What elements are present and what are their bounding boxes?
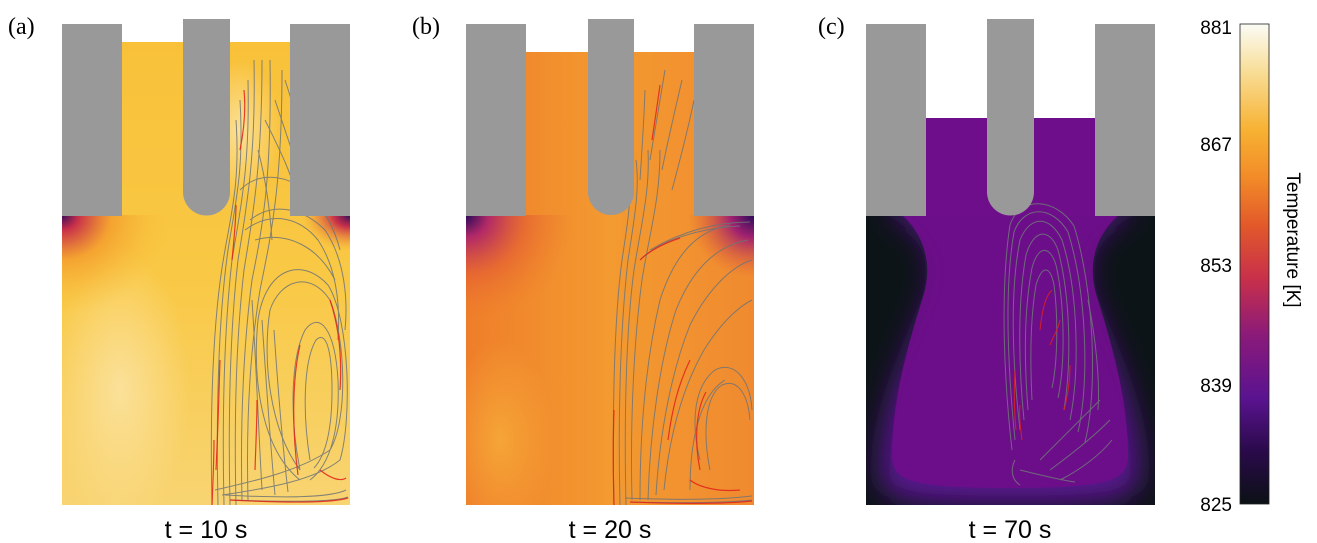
panel-c-label: (c) [818, 14, 845, 40]
panel-c-right-electrode [1095, 24, 1155, 216]
panel-b-center-electrode [588, 19, 634, 215]
panel-b-left-electrode [466, 24, 526, 216]
panel-b-electrodes [466, 19, 754, 216]
colorbar-tick-853: 853 [1200, 256, 1232, 277]
colorbar-tick-867: 867 [1200, 135, 1232, 156]
colorbar: 881 867 853 839 825 Temperature [K] [1200, 18, 1303, 516]
colorbar-tick-839: 839 [1200, 376, 1232, 397]
panel-a-time: t = 10 s [165, 516, 248, 543]
panel-c-time: t = 70 s [969, 516, 1052, 543]
panel-b-streamlines [612, 69, 753, 505]
panel-c-electrodes [866, 19, 1155, 216]
panel-b-time: t = 20 s [569, 516, 652, 543]
colorbar-title: Temperature [K] [1282, 172, 1303, 307]
panel-b: (b) t = 20 s [412, 14, 754, 543]
panel-a-left-electrode [62, 24, 122, 216]
colorbar-gradient [1239, 23, 1270, 505]
panel-b-right-electrode [694, 24, 754, 216]
panel-c: (c) t = 70 s [818, 14, 1155, 543]
panel-a-label: (a) [8, 14, 35, 40]
panel-a-electrodes [62, 19, 350, 216]
panel-b-label: (b) [412, 14, 440, 40]
colorbar-tick-881: 881 [1200, 18, 1232, 39]
panel-c-streamlines [1003, 203, 1113, 486]
panel-a: (a) t = 10 s [8, 14, 350, 543]
panel-a-streamlines [210, 59, 349, 505]
panel-c-center-electrode [987, 19, 1034, 216]
colorbar-tick-825: 825 [1200, 495, 1232, 516]
panel-a-center-electrode [183, 19, 230, 216]
panel-a-right-electrode [290, 24, 350, 216]
panel-c-left-electrode [866, 24, 926, 216]
